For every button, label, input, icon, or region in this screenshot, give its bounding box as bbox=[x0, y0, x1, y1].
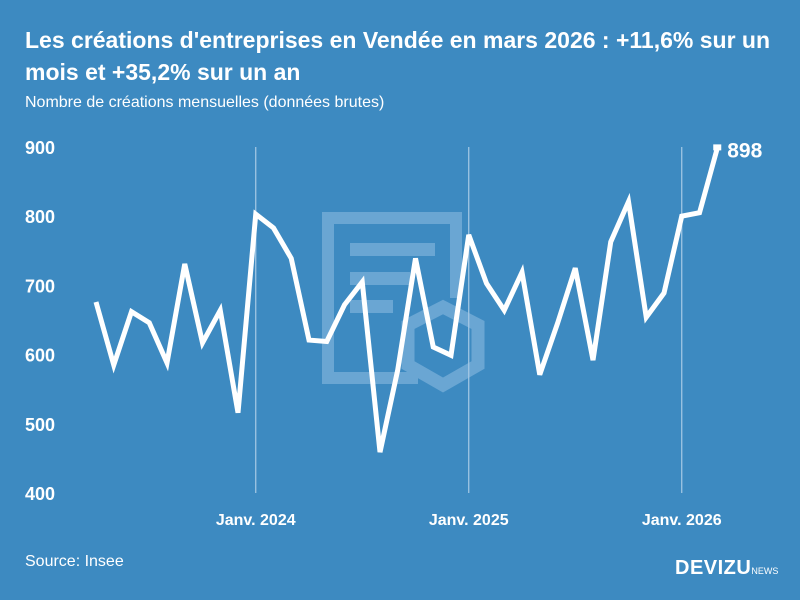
x-tick-label: Janv. 2025 bbox=[429, 512, 509, 529]
y-tick-label: 600 bbox=[25, 346, 55, 366]
x-tick-label: Janv. 2026 bbox=[642, 512, 722, 529]
chart-subtitle: Nombre de créations mensuelles (données … bbox=[25, 94, 385, 111]
y-tick-label: 900 bbox=[25, 138, 55, 158]
source-note: Source: Insee bbox=[25, 553, 124, 570]
y-tick-label: 800 bbox=[25, 207, 55, 227]
y-tick-label: 700 bbox=[25, 276, 55, 296]
last-value-label: 898 bbox=[727, 139, 762, 162]
series-line bbox=[93, 147, 720, 453]
devizu-logo: DEVIZUNEWS bbox=[675, 557, 779, 579]
chart-title: Les créations d'entreprises en Vendée en… bbox=[25, 27, 771, 85]
y-tick-label: 400 bbox=[25, 484, 55, 504]
watermark-logo bbox=[322, 212, 485, 393]
last-point-marker bbox=[713, 144, 722, 151]
y-tick-label: 500 bbox=[25, 415, 55, 435]
x-tick-label: Janv. 2024 bbox=[216, 512, 296, 529]
